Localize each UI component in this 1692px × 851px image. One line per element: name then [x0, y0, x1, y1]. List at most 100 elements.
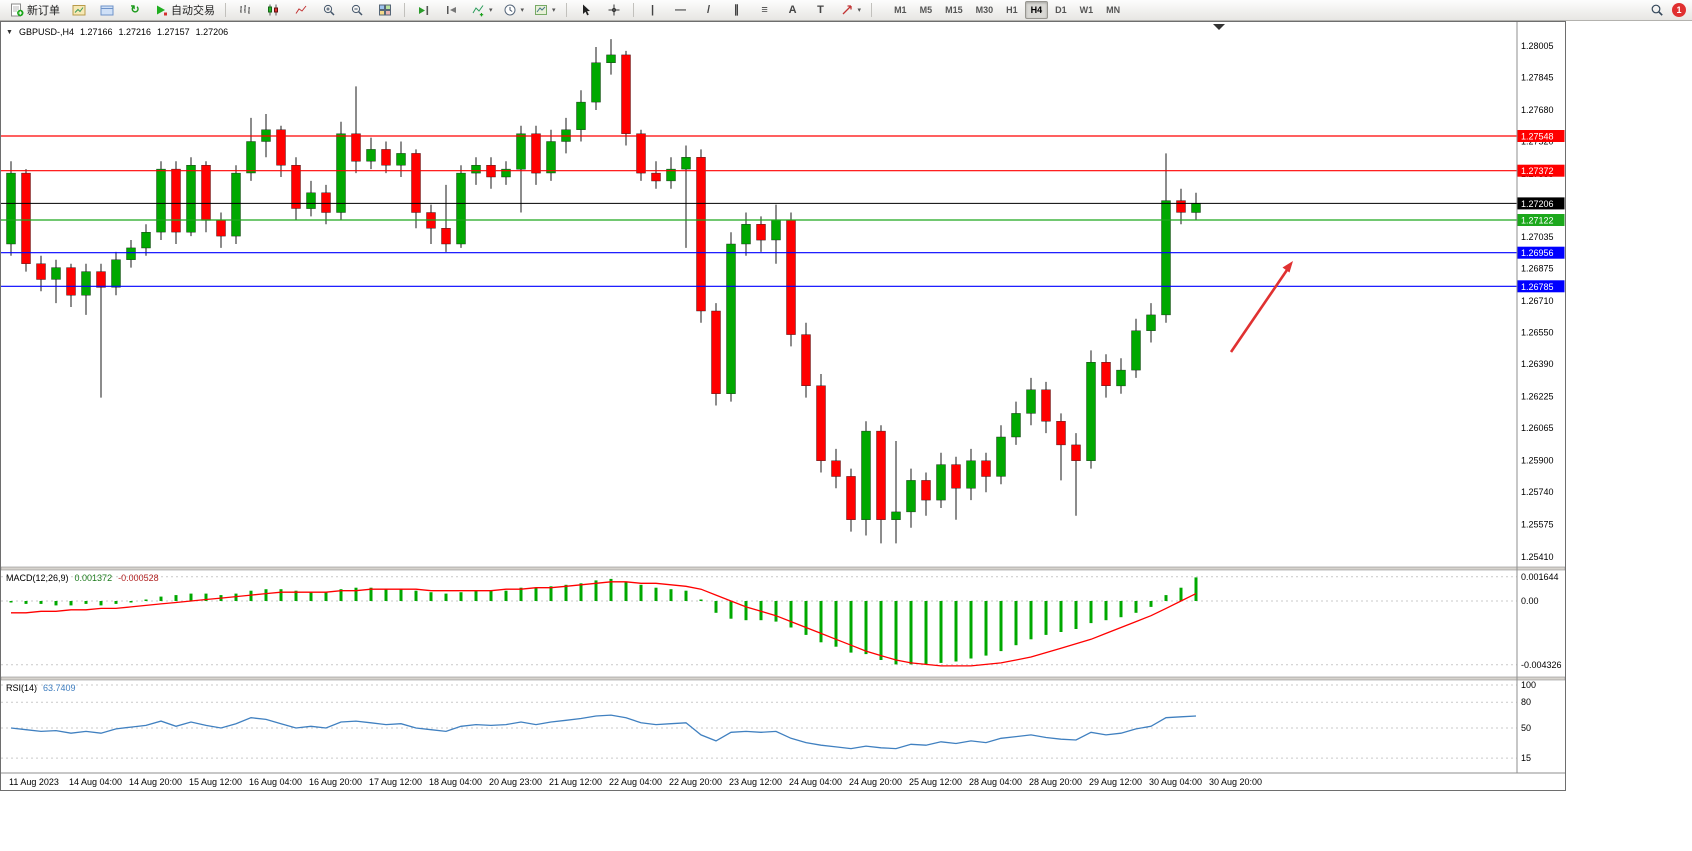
pane-splitter[interactable]	[1, 676, 1565, 681]
candle	[996, 436, 1006, 477]
price-axis-label: 1.25900	[1521, 456, 1554, 466]
search-button[interactable]	[1644, 1, 1670, 20]
zoom-in-icon	[323, 4, 335, 16]
timeframe-d1-button[interactable]: D1	[1055, 5, 1067, 15]
chart-shift-button[interactable]	[439, 1, 465, 20]
arrows-button[interactable]: ▾	[836, 1, 866, 20]
time-axis-label: 14 Aug 04:00	[69, 777, 122, 787]
templates-button[interactable]: ▾	[530, 1, 560, 20]
auto-scroll-icon	[419, 6, 429, 15]
chevron-down-icon: ▾	[552, 7, 556, 14]
price-axis-label: 1.27845	[1521, 73, 1554, 83]
auto-scroll-button[interactable]	[411, 1, 437, 20]
arrow-object-icon	[842, 5, 852, 15]
refresh-button[interactable]: ↻	[122, 1, 148, 20]
price-level-tag	[1517, 164, 1565, 177]
chart-collapse-toggle[interactable]: ▼	[6, 28, 13, 36]
timeframe-mn-button[interactable]: MN	[1106, 5, 1121, 15]
periods-button[interactable]: ▾	[499, 1, 529, 20]
timeframe-m5-button[interactable]: M5	[919, 5, 933, 15]
text-label-button[interactable]: T	[808, 1, 834, 20]
fibonacci-button[interactable]: ≡	[752, 1, 778, 20]
price-level-tag-label: 1.26785	[1521, 282, 1554, 292]
new-order-button[interactable]: 新订单	[6, 1, 64, 20]
candle	[891, 511, 901, 520]
timeframe-w1-button[interactable]: W1	[1079, 5, 1094, 15]
fibonacci-icon: ≡	[761, 3, 768, 16]
indicators-button[interactable]: ▾	[467, 1, 497, 20]
trend-arrow-head	[1282, 261, 1293, 273]
bar-chart-type-button[interactable]	[232, 1, 258, 20]
toolbar-separator	[404, 3, 405, 17]
candle	[951, 464, 961, 489]
zoom-out-button[interactable]	[344, 1, 370, 20]
vertical-line-button[interactable]: |	[640, 1, 666, 20]
notification-badge[interactable]: 1	[1672, 3, 1686, 17]
price-level-tag	[1517, 197, 1565, 210]
time-axis-label: 22 Aug 20:00	[669, 777, 722, 787]
auto-trading-button[interactable]: 自动交易	[150, 1, 219, 20]
new-chart-button[interactable]	[66, 1, 92, 20]
candle	[21, 172, 31, 264]
candle	[591, 62, 601, 103]
time-axis-label: 23 Aug 12:00	[729, 777, 782, 787]
auto-trading-icon	[157, 5, 167, 16]
candle	[741, 224, 751, 245]
candle	[696, 157, 706, 312]
time-axis-label: 20 Aug 23:00	[489, 777, 542, 787]
text-label-icon: T	[817, 3, 824, 16]
rsi-scale-label: 50	[1521, 723, 1531, 733]
timeframe-h1-button[interactable]: H1	[1006, 5, 1018, 15]
macd-pane[interactable]	[1, 576, 1517, 667]
rsi-pane[interactable]	[1, 684, 1517, 759]
toolbar-separator	[225, 3, 226, 17]
time-axis-label: 22 Aug 04:00	[609, 777, 662, 787]
price-level-tag-label: 1.27206	[1521, 199, 1554, 209]
timeframe-m1-button[interactable]: M1	[894, 5, 907, 15]
crosshair-button[interactable]	[601, 1, 627, 20]
candle	[246, 141, 256, 174]
horizontal-line-button[interactable]: —	[668, 1, 694, 20]
candle	[771, 220, 781, 241]
candle	[96, 271, 106, 288]
candle	[456, 172, 466, 245]
price-scale[interactable]: 1.280051.278451.276801.275201.273551.271…	[1517, 41, 1565, 763]
main-pane[interactable]	[1, 24, 1517, 544]
tile-windows-button[interactable]	[372, 1, 398, 20]
candle	[816, 385, 826, 461]
trendline-button[interactable]: /	[696, 1, 722, 20]
pane-splitter[interactable]	[1, 566, 1565, 571]
candle	[1146, 314, 1156, 331]
trend-arrow-annotation[interactable]	[1229, 261, 1293, 353]
text-button[interactable]: A	[780, 1, 806, 20]
time-axis[interactable]: 11 Aug 2023 14 Aug 04:00 14 Aug 20:00 15 Au…	[9, 777, 1262, 787]
search-icon	[1651, 4, 1663, 16]
price-axis-label: 1.28005	[1521, 41, 1554, 51]
candle	[1041, 389, 1051, 422]
price-axis-label: 1.25410	[1521, 552, 1554, 562]
macd-signal-line	[11, 581, 1197, 667]
candle	[351, 133, 361, 162]
time-axis-label: 21 Aug 12:00	[549, 777, 602, 787]
price-axis-label: 1.26225	[1521, 392, 1554, 402]
candle	[576, 101, 586, 130]
candle	[6, 172, 16, 245]
candle-chart-type-button[interactable]	[260, 1, 286, 20]
profiles-button[interactable]	[94, 1, 120, 20]
candle	[321, 192, 331, 213]
channel-icon: ∥	[733, 3, 740, 16]
chart-canvas[interactable]: 1.280051.278451.276801.275201.273551.271…	[1, 22, 1565, 790]
toolbar-separator	[565, 3, 567, 17]
cursor-button[interactable]	[573, 1, 599, 20]
timeframe-m30-button[interactable]: M30	[975, 5, 994, 15]
timeframe-m15-button[interactable]: M15	[945, 5, 963, 15]
equidistant-channel-button[interactable]: ∥	[724, 1, 750, 20]
timeframe-h4-button[interactable]: H4	[1024, 1, 1049, 19]
price-level-tag	[1517, 214, 1565, 226]
line-chart-type-button[interactable]	[288, 1, 314, 20]
candle	[1191, 203, 1201, 213]
candle	[1161, 200, 1171, 316]
indicators-icon	[472, 5, 484, 17]
zoom-in-button[interactable]	[316, 1, 342, 20]
time-axis-label: 14 Aug 20:00	[129, 777, 182, 787]
